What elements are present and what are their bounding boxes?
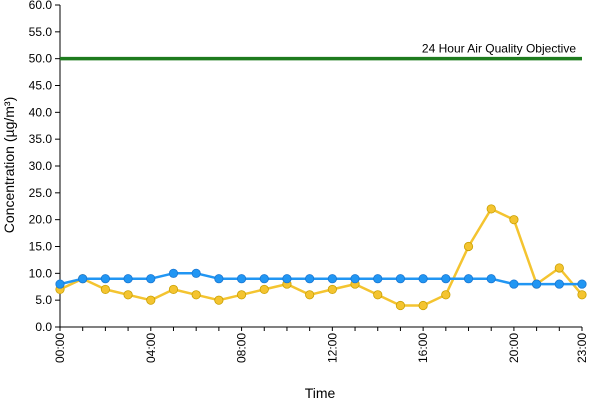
x-tick-label: 20:00 — [507, 333, 521, 363]
series-1-point — [327, 284, 337, 295]
series-0-point — [509, 279, 519, 289]
y-tick-label: 20.0 — [29, 213, 53, 227]
series-1-point — [236, 290, 247, 300]
series-0-point — [168, 268, 179, 278]
series-1-point — [395, 300, 406, 311]
y-tick-label: 40.0 — [29, 105, 53, 119]
series-0-point — [577, 279, 587, 289]
series-0-point — [532, 279, 542, 289]
x-tick-label: 12:00 — [325, 333, 339, 363]
series-1-point — [146, 295, 156, 305]
y-tick-label: 60.0 — [29, 0, 53, 12]
series-0-point — [55, 279, 65, 289]
series-0-point — [373, 274, 383, 284]
series-1-point — [373, 290, 383, 300]
x-tick-label: 08:00 — [235, 333, 249, 363]
series-1-point — [191, 290, 201, 300]
series-0-point — [146, 274, 156, 284]
y-tick-label: 30.0 — [29, 159, 53, 173]
x-axis-title: Time — [305, 385, 336, 400]
y-tick-label: 50.0 — [29, 52, 53, 66]
series-1-point — [305, 290, 315, 300]
y-axis-title: Concentration (µg/m³) — [1, 97, 17, 233]
y-tick-label: 35.0 — [29, 132, 53, 146]
series-0-point — [191, 268, 201, 278]
y-tick-label: 5.0 — [35, 293, 52, 307]
series-0-point — [123, 274, 133, 284]
series-1-point — [418, 300, 428, 311]
series-0-point — [395, 274, 406, 284]
series-0-point — [236, 274, 247, 284]
series-0-point — [418, 274, 428, 284]
series-0-point — [78, 274, 88, 284]
objective-label: 24 Hour Air Quality Objective — [422, 42, 576, 56]
y-tick-label: 10.0 — [29, 266, 53, 280]
series-0-point — [305, 274, 315, 284]
series-1-line — [59, 207, 583, 307]
series-1-point — [259, 284, 269, 295]
y-tick-label: 15.0 — [29, 240, 53, 254]
x-tick-label: 04:00 — [144, 333, 158, 363]
series-0-point — [350, 274, 360, 284]
series-1-point — [554, 263, 564, 273]
series-1-point — [214, 295, 224, 305]
series-1-point — [123, 290, 133, 300]
series-1-point — [577, 290, 587, 300]
series-1-point — [441, 290, 451, 300]
y-tick-label: 0.0 — [35, 320, 52, 334]
x-tick-label: 00:00 — [53, 333, 67, 363]
y-tick-label: 55.0 — [29, 25, 53, 39]
series-0-line — [59, 272, 582, 286]
series-0-point — [282, 274, 292, 284]
series-1-point — [486, 204, 496, 214]
series-group — [55, 204, 587, 311]
series-1-point — [463, 241, 474, 252]
chart-axes: 0.0 5.0 10.0 15.0 20.0 25.0 30.0 35.0 40.0 45.0 50… — [29, 0, 589, 363]
series-0-point — [327, 274, 337, 284]
x-tick-label: 23:00 — [575, 333, 589, 363]
series-1-point — [509, 215, 519, 225]
objective-line-group: 24 Hour Air Quality Objective — [60, 42, 582, 61]
series-0-point — [554, 279, 564, 289]
series-1-point — [168, 284, 179, 295]
y-tick-label: 45.0 — [29, 79, 53, 93]
series-0-point — [463, 274, 474, 284]
series-0-point — [100, 274, 110, 284]
x-tick-label: 16:00 — [416, 333, 430, 363]
series-0-point — [441, 274, 451, 284]
series-1-point — [100, 284, 110, 295]
y-tick-label: 25.0 — [29, 186, 53, 200]
series-0-point — [214, 274, 224, 284]
series-0-point — [259, 274, 269, 284]
series-0-point — [486, 274, 496, 284]
